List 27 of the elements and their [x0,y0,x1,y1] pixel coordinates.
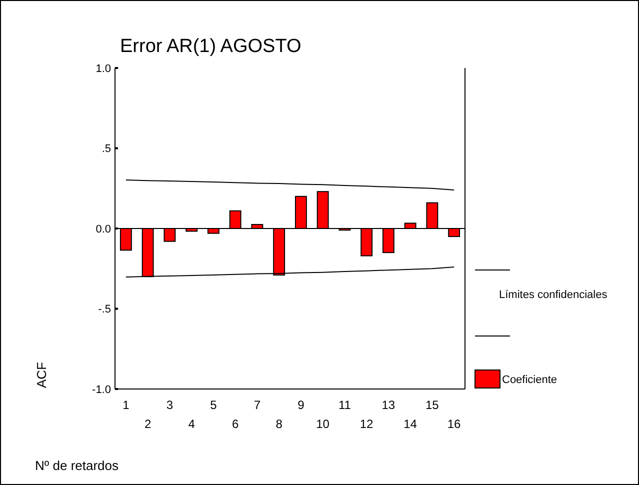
y-tick-label: .5 [102,143,111,156]
legend-label: Coeficiente [502,374,558,386]
x-tick-label: 6 [232,417,239,431]
x-tick-label: 11 [338,398,352,412]
y-tick-label: 1.0 [96,62,111,75]
x-tick-label: 13 [382,398,396,412]
x-axis-title: Nº de retardos [35,458,120,473]
x-tick-label: 4 [188,417,196,431]
y-tick-label: 0.0 [96,223,111,236]
x-tick-label: 2 [144,417,152,431]
x-tick-label: 1 [122,398,130,412]
x-tick-label: 16 [447,417,462,431]
x-tick-label: 8 [276,417,283,431]
chart-title: Error AR(1) AGOSTO [120,36,302,57]
x-tick-label: 14 [404,417,418,431]
x-tick-label: 7 [254,398,261,412]
x-tick-label: 9 [298,398,305,412]
x-tick-label: 3 [166,398,174,412]
y-axis-title: ACF [34,362,49,388]
line-series [125,180,455,190]
x-tick-label: 10 [316,417,330,431]
y-tick-label: -1.0 [92,384,111,396]
text: Límites confidenciales [499,289,608,301]
y-tick-label: -.5 [98,304,111,316]
x-tick-label: 15 [426,398,440,412]
x-tick-label: 5 [210,398,218,412]
x-tick-label: 12 [360,417,374,431]
